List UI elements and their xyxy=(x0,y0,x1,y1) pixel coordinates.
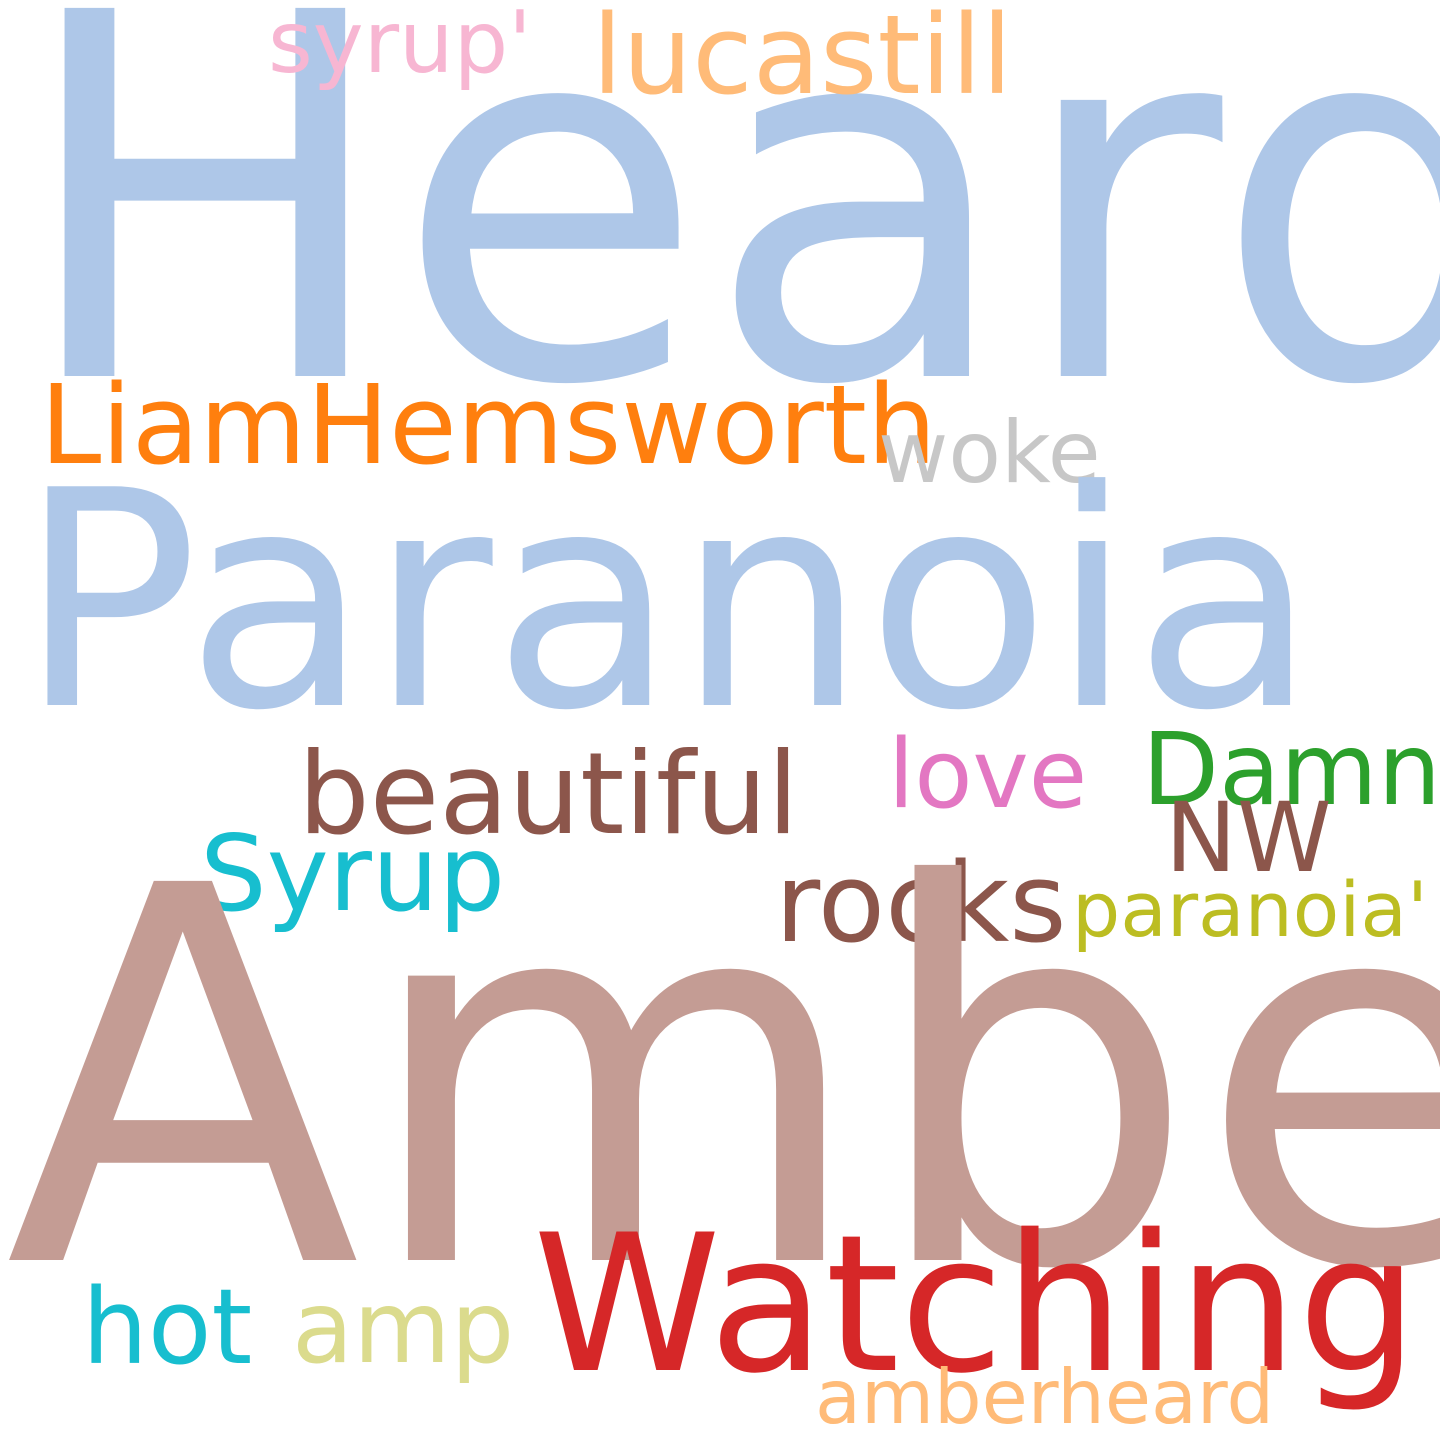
word-paranoia: Paranoia xyxy=(18,427,1318,776)
word-damn: Damn xyxy=(1142,711,1440,828)
word-syrup: Syrup xyxy=(200,813,506,935)
word-amberheard: amberheard xyxy=(815,1353,1275,1440)
word-hot: hot xyxy=(82,1266,253,1388)
word-love: love xyxy=(888,720,1088,830)
word-heard: Heard xyxy=(15,0,1440,496)
word-paranoia-quote: paranoia' xyxy=(1072,865,1428,954)
word-rocks: rocks xyxy=(775,839,1067,967)
word-woke: woke xyxy=(878,403,1101,503)
word-watching: Watching xyxy=(533,1194,1419,1415)
word-lucastill: lucastill xyxy=(592,0,1013,119)
word-nw: NW xyxy=(1165,782,1332,894)
word-amp: amp xyxy=(292,1269,515,1386)
word-syrup-quote: syrup' xyxy=(268,0,532,93)
word-amber: Amber xyxy=(5,777,1440,1383)
word-beautiful: beautiful xyxy=(298,728,799,860)
word-liamhemsworth: LiamHemsworth xyxy=(40,361,937,489)
